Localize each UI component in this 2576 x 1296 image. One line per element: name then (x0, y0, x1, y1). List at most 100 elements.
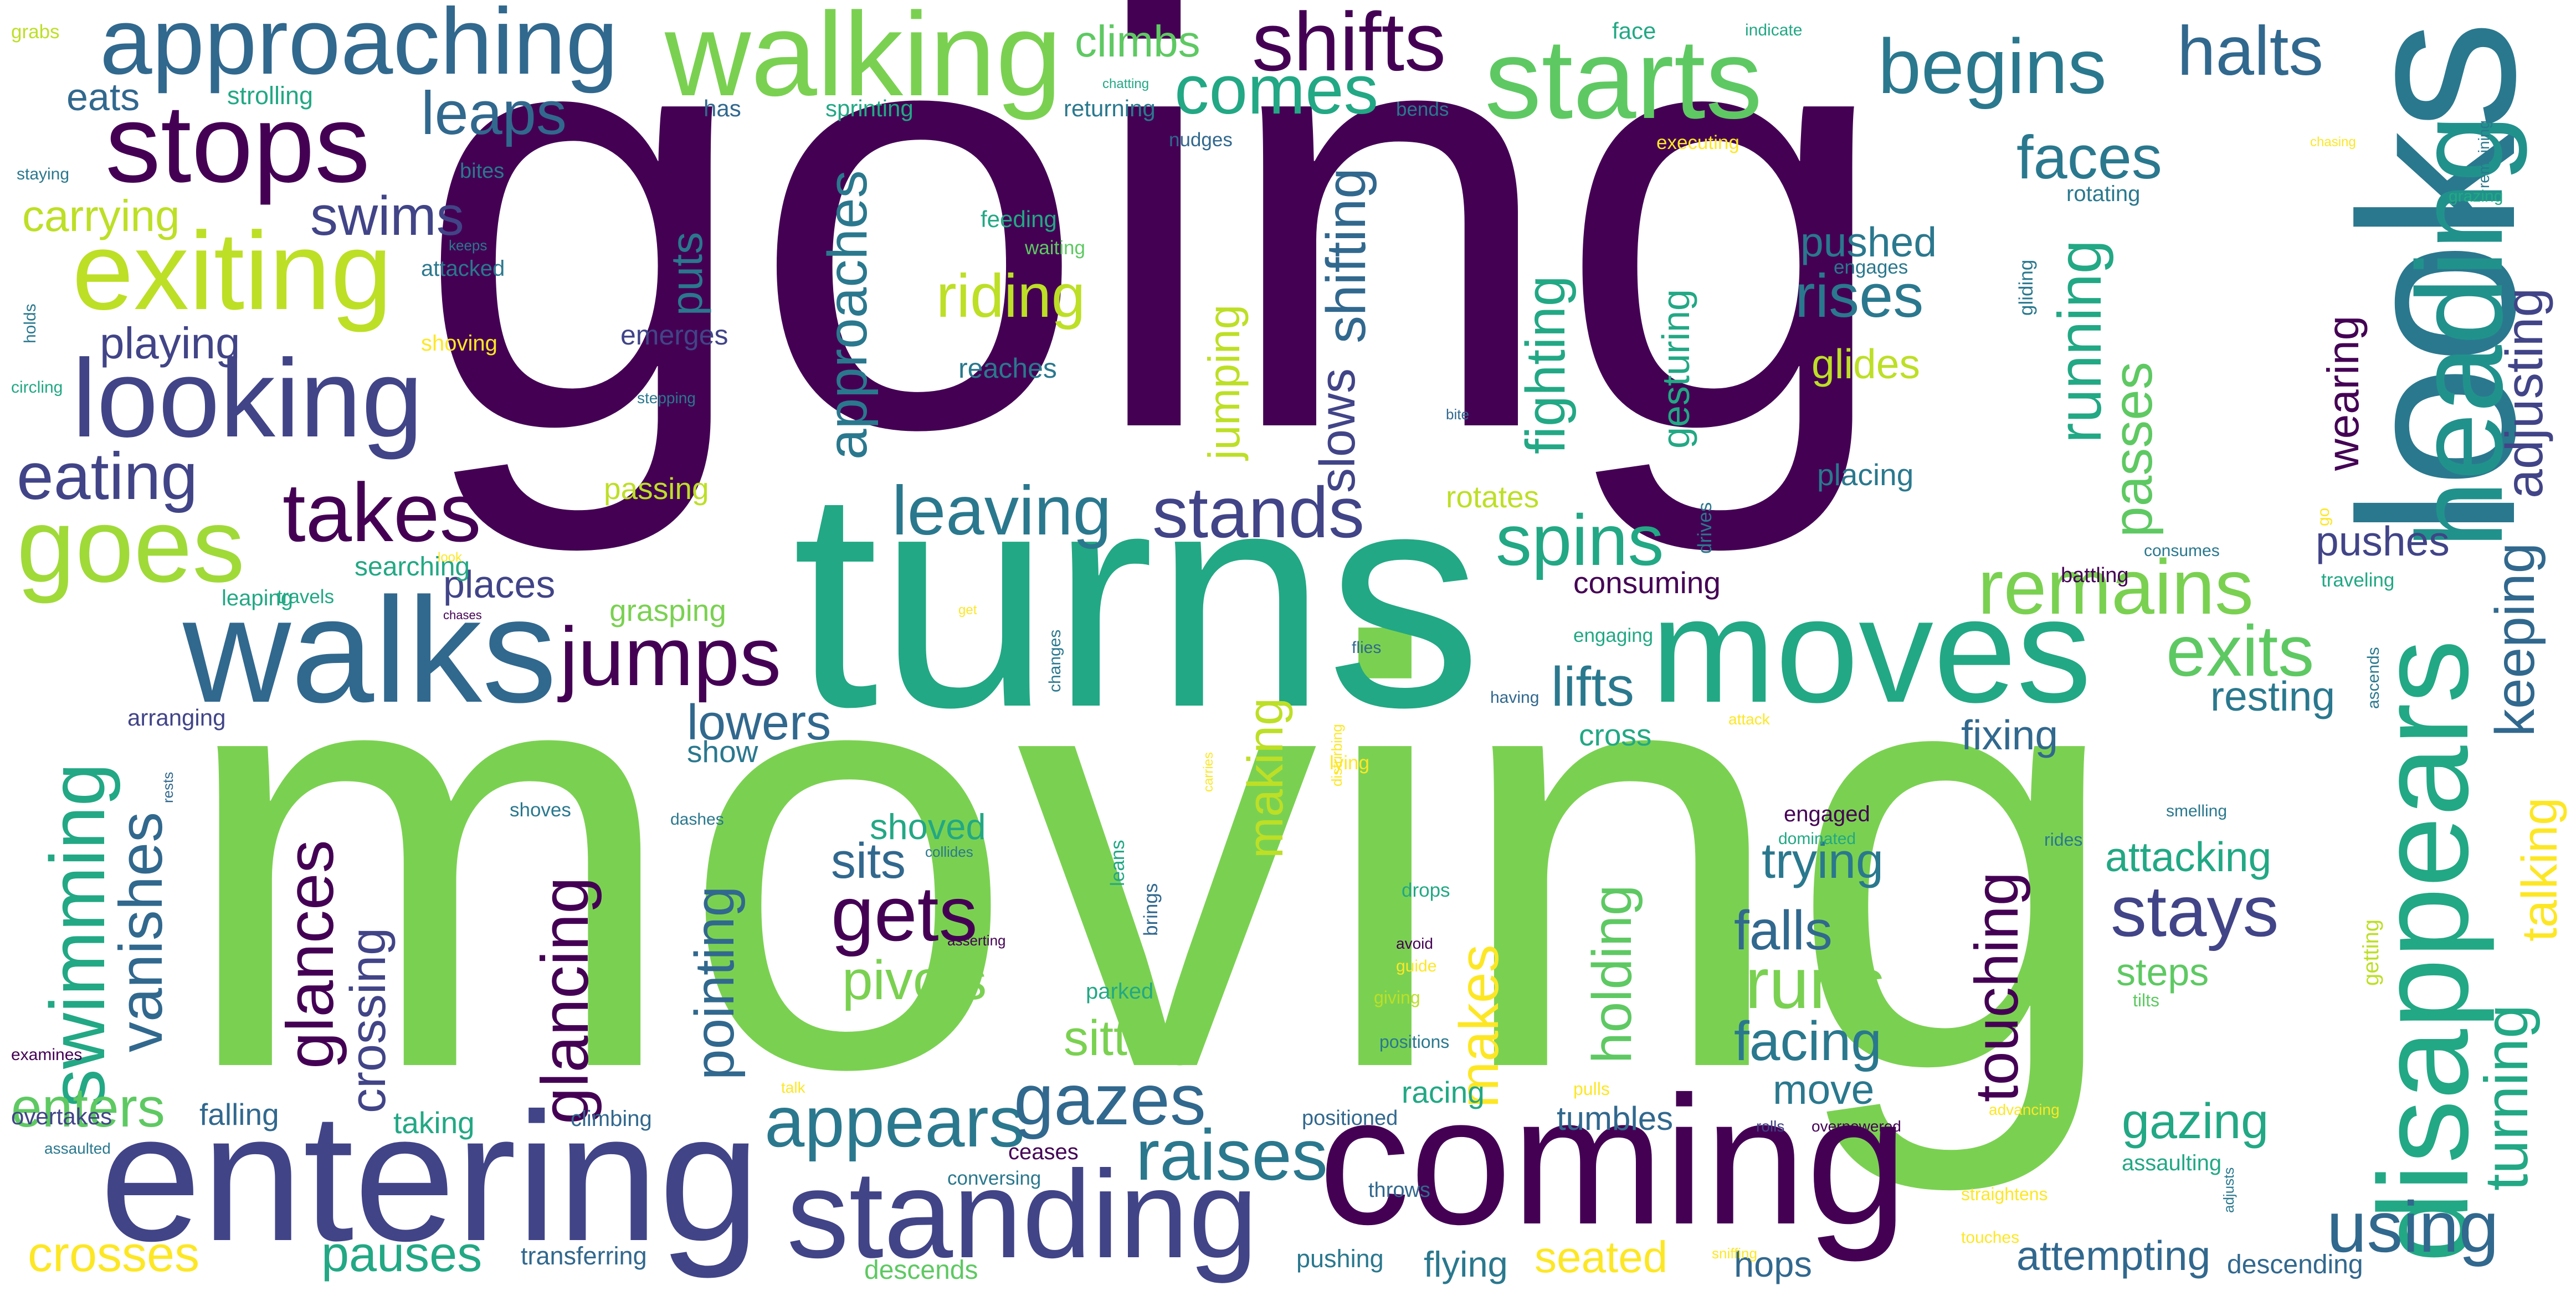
word-throws: throws (1368, 1179, 1430, 1202)
word-collides: collides (925, 844, 973, 860)
word-glancing: glancing (528, 876, 602, 1124)
word-stays: stays (2111, 871, 2279, 952)
word-gliding: gliding (2015, 259, 2037, 316)
word-taking: taking (393, 1105, 475, 1140)
word-parked: parked (1086, 979, 1154, 1004)
word-circling: circling (11, 378, 63, 397)
word-wearing: wearing (2318, 315, 2368, 471)
word-leaving: leaving (892, 472, 1112, 549)
word-keeps: keeps (449, 237, 488, 254)
word-guide: guide (1396, 957, 1437, 975)
word-pushing: pushing (1296, 1244, 1384, 1273)
word-having: having (1490, 688, 1540, 707)
word-halts: halts (2177, 13, 2324, 90)
word-carries: carries (1201, 752, 1216, 792)
word-crossing: crossing (341, 927, 396, 1113)
word-waiting: waiting (1025, 237, 1085, 259)
word-chasing: chasing (2310, 135, 2356, 150)
word-emerges: emerges (620, 320, 728, 351)
word-rests: rests (160, 772, 176, 803)
word-descending: descending (2227, 1250, 2363, 1279)
word-reaches: reaches (958, 353, 1057, 384)
word-advancing: advancing (1989, 1101, 2060, 1118)
word-remains: remains (1978, 543, 2254, 630)
word-travels: travels (277, 586, 335, 608)
word-vanishes: vanishes (107, 811, 175, 1052)
word-enters: enters (11, 1077, 165, 1139)
word-facing: facing (1734, 1010, 1882, 1072)
word-attack: attack (1728, 711, 1770, 728)
word-engaging: engaging (1573, 625, 1654, 646)
word-adjusting: adjusting (2495, 287, 2554, 498)
word-getting: getting (2359, 919, 2383, 986)
word-gazes: gazes (1014, 1059, 1206, 1140)
word-racing: racing (1402, 1075, 1485, 1109)
word-ascends: ascends (2364, 647, 2383, 709)
word-pulls: pulls (1573, 1079, 1610, 1099)
word-faces: faces (2016, 124, 2162, 192)
word-sitting: sitting (1064, 1011, 1194, 1066)
word-shoves: shoves (510, 799, 571, 821)
word-placing: placing (1817, 457, 1914, 492)
word-passing: passing (604, 471, 709, 506)
word-asserting: asserting (947, 932, 1006, 949)
word-show: show (687, 734, 758, 769)
word-engages: engages (1834, 256, 1908, 278)
word-keeping: keeping (2484, 542, 2546, 737)
word-returning: returning (1064, 95, 1156, 121)
word-talking: talking (2512, 797, 2568, 942)
word-rotating: rotating (2066, 182, 2141, 206)
word-passes: passes (2102, 362, 2164, 537)
word-feeding: feeding (981, 206, 1057, 232)
word-pauses: pauses (321, 1227, 483, 1282)
word-chases: chases (443, 608, 482, 622)
word-rises: rises (1795, 262, 1924, 330)
word-holding: holding (1581, 884, 1643, 1063)
word-transferring: transferring (521, 1242, 647, 1270)
word-overtakes: overtakes (11, 1103, 112, 1129)
word-tilts: tilts (2133, 990, 2159, 1010)
word-swims: swims (310, 185, 464, 247)
word-glides: glides (1812, 341, 1920, 387)
word-indicate: indicate (1745, 21, 1803, 39)
word-touching: touching (1963, 872, 2031, 1102)
word-consuming: consuming (1573, 565, 1721, 600)
word-get: get (958, 603, 977, 618)
word-climbs: climbs (1075, 17, 1200, 66)
word-brings: brings (1140, 883, 1162, 936)
word-turning: turning (2472, 1004, 2541, 1191)
word-move: move (1773, 1066, 1875, 1113)
word-eating: eating (17, 439, 198, 513)
word-going: going (415, 0, 1893, 553)
word-goes: goes (17, 487, 245, 604)
word-spins: spins (1496, 500, 1664, 580)
word-attacked: attacked (421, 256, 505, 281)
word-sprinting: sprinting (825, 95, 914, 121)
word-grabs: grabs (11, 21, 60, 43)
word-playing: playing (100, 318, 240, 368)
word-bite: bite (1446, 406, 1469, 423)
word-takes: takes (283, 466, 481, 559)
word-touches: touches (1961, 1228, 2020, 1247)
word-stepping: stepping (637, 389, 696, 407)
word-jumps: jumps (560, 610, 782, 703)
word-comes: comes (1174, 52, 1379, 128)
word-sits: sits (831, 834, 906, 889)
word-flies: flies (1352, 639, 1382, 657)
word-drops: drops (1402, 880, 1450, 901)
word-slows: slows (1310, 368, 1366, 493)
word-engaged: engaged (1784, 802, 1870, 826)
word-shoving: shoving (421, 331, 497, 356)
word-falls: falls (1734, 899, 1833, 961)
word-executing: executing (1656, 132, 1739, 153)
word-making: making (1238, 697, 1294, 858)
word-positioned: positioned (1302, 1107, 1398, 1130)
word-riding: riding (936, 262, 1086, 330)
word-rides: rides (2044, 830, 2083, 850)
word-examines: examines (11, 1046, 83, 1064)
word-lying: lying (1330, 752, 1369, 774)
word-battling: battling (2061, 564, 2129, 587)
word-falling: falling (199, 1097, 279, 1132)
word-conversing: conversing (947, 1168, 1041, 1189)
